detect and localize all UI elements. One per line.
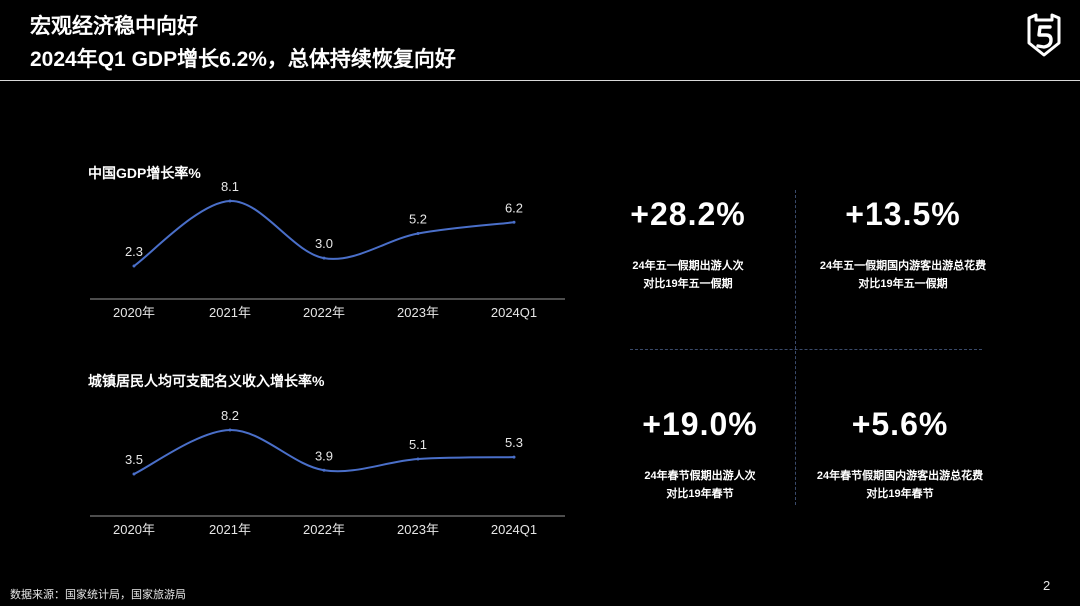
kpi-value: +19.0% bbox=[642, 406, 758, 442]
kpi-may-day-spending: +13.5% 24年五一假期国内游客出游总花费 对比19年五一假期 bbox=[803, 196, 1003, 293]
page-title: 宏观经济稳中向好 bbox=[30, 15, 198, 38]
income-chart-title: 城镇居民人均可支配名义收入增长率% bbox=[88, 373, 325, 389]
x-tick-label: 2022年 bbox=[303, 305, 345, 320]
kpi-vertical-divider bbox=[795, 190, 796, 505]
data-point bbox=[416, 457, 420, 461]
x-tick-label: 2022年 bbox=[303, 522, 345, 537]
gdp-growth-chart: 2.3 8.1 3.0 5.2 6.2 2020年 2021年 2022年 2023年 2024Q… bbox=[90, 180, 565, 320]
title-divider bbox=[0, 80, 1080, 81]
data-label: 5.1 bbox=[409, 437, 427, 452]
data-point bbox=[228, 428, 232, 432]
data-label: 8.2 bbox=[221, 408, 239, 423]
kpi-may-day-trips: +28.2% 24年五一假期出游人次 对比19年五一假期 bbox=[608, 196, 768, 293]
data-point bbox=[322, 468, 326, 472]
kpi-sublabel: 对比19年五一假期 bbox=[643, 278, 733, 290]
kpi-sublabel: 对比19年五一假期 bbox=[858, 278, 948, 290]
data-source-note: 数据来源：国家统计局，国家旅游局 bbox=[10, 589, 186, 601]
data-point bbox=[416, 232, 420, 235]
kpi-horizontal-divider bbox=[630, 349, 982, 350]
kpi-label: 24年春节假期国内游客出游总花费 bbox=[816, 470, 984, 482]
kpi-sublabel: 对比19年春节 bbox=[666, 488, 734, 500]
gdp-chart-title: 中国GDP增长率% bbox=[88, 165, 201, 181]
x-tick-label: 2021年 bbox=[209, 522, 251, 537]
x-tick-label: 2023年 bbox=[397, 522, 439, 537]
kpi-label: 24年五一假期国内游客出游总花费 bbox=[819, 260, 987, 272]
data-label: 5.3 bbox=[505, 435, 523, 450]
kpi-label: 24年五一假期出游人次 bbox=[632, 260, 744, 272]
data-point bbox=[322, 256, 326, 260]
kpi-spring-festival-spending: +5.6% 24年春节假期国内游客出游总花费 对比19年春节 bbox=[800, 406, 1000, 503]
data-point bbox=[132, 472, 136, 476]
kpi-value: +5.6% bbox=[851, 406, 949, 442]
x-tick-label: 2024Q1 bbox=[491, 305, 537, 320]
page-subtitle: 2024年Q1 GDP增长6.2%，总体持续恢复向好 bbox=[30, 48, 456, 71]
series-line bbox=[133, 199, 515, 267]
brand-logo-icon bbox=[1027, 13, 1061, 57]
kpi-spring-festival-trips: +19.0% 24年春节假期出游人次 对比19年春节 bbox=[610, 406, 790, 503]
kpi-value: +13.5% bbox=[845, 196, 961, 232]
kpi-sublabel: 对比19年春节 bbox=[866, 488, 934, 500]
page-number: 2 bbox=[1043, 578, 1051, 593]
data-label: 3.9 bbox=[315, 448, 333, 463]
data-point bbox=[228, 199, 232, 203]
data-label: 6.2 bbox=[505, 200, 523, 215]
x-tick-label: 2024Q1 bbox=[491, 522, 537, 537]
data-point bbox=[512, 220, 516, 224]
data-label: 2.3 bbox=[125, 244, 143, 259]
kpi-label: 24年春节假期出游人次 bbox=[644, 470, 756, 482]
x-tick-label: 2020年 bbox=[113, 522, 155, 537]
x-tick-label: 2021年 bbox=[209, 305, 251, 320]
income-growth-chart: 3.5 8.2 3.9 5.1 5.3 2020年 2021年 2022年 2023年 2024Q… bbox=[90, 408, 565, 537]
kpi-value: +28.2% bbox=[630, 196, 746, 232]
x-tick-label: 2023年 bbox=[397, 305, 439, 320]
data-point bbox=[512, 455, 516, 459]
data-label: 3.0 bbox=[315, 236, 333, 251]
x-tick-label: 2020年 bbox=[113, 305, 155, 320]
data-label: 3.5 bbox=[125, 452, 143, 467]
data-label: 8.1 bbox=[221, 180, 239, 194]
data-label: 5.2 bbox=[409, 212, 427, 227]
data-point bbox=[132, 264, 136, 268]
